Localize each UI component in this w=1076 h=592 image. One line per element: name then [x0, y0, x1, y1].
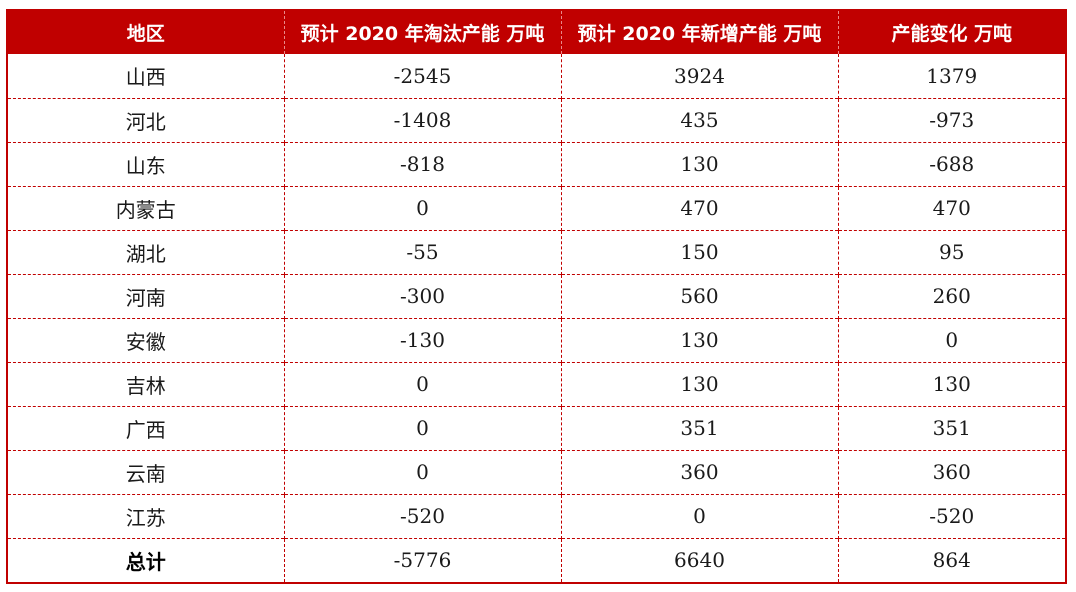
header-new-capacity: 预计 2020 年新增产能 万吨 — [560, 11, 838, 54]
cell-new: 351 — [560, 405, 838, 450]
table-row: 河北 -1408 435 -973 — [8, 97, 1065, 142]
cell-change: -520 — [837, 493, 1065, 538]
cell-eliminated: -2545 — [283, 54, 561, 98]
cell-eliminated: -300 — [283, 273, 561, 318]
table-row: 吉林 0 130 130 — [8, 361, 1065, 406]
cell-change: -688 — [837, 141, 1065, 186]
cell-eliminated: -1408 — [283, 97, 561, 142]
table-row: 安徽 -130 130 0 — [8, 317, 1065, 362]
cell-region: 广西 — [8, 405, 284, 450]
cell-region: 河北 — [8, 97, 284, 142]
table-row: 内蒙古 0 470 470 — [8, 185, 1065, 230]
cell-eliminated: -130 — [283, 317, 561, 362]
total-eliminated: -5776 — [283, 537, 561, 582]
cell-eliminated: 0 — [283, 449, 561, 494]
cell-eliminated: -818 — [283, 141, 561, 186]
total-label: 总计 — [8, 537, 284, 582]
cell-eliminated: -520 — [283, 493, 561, 538]
cell-region: 内蒙古 — [8, 185, 284, 230]
cell-new: 130 — [560, 141, 838, 186]
cell-eliminated: 0 — [283, 405, 561, 450]
total-row: 总计 -5776 6640 864 — [8, 537, 1065, 582]
cell-new: 360 — [560, 449, 838, 494]
cell-change: -973 — [837, 97, 1065, 142]
cell-new: 435 — [560, 97, 838, 142]
cell-eliminated: 0 — [283, 361, 561, 406]
table-row: 湖北 -55 150 95 — [8, 229, 1065, 274]
cell-change: 130 — [837, 361, 1065, 406]
cell-change: 260 — [837, 273, 1065, 318]
table-row: 云南 0 360 360 — [8, 449, 1065, 494]
cell-new: 0 — [560, 493, 838, 538]
table-row: 江苏 -520 0 -520 — [8, 493, 1065, 538]
cell-new: 150 — [560, 229, 838, 274]
cell-new: 3924 — [560, 54, 838, 98]
cell-change: 470 — [837, 185, 1065, 230]
cell-region: 河南 — [8, 273, 284, 318]
cell-change: 351 — [837, 405, 1065, 450]
header-region: 地区 — [126, 23, 165, 45]
cell-region: 湖北 — [8, 229, 284, 274]
table-row: 广西 0 351 351 — [8, 405, 1065, 450]
capacity-table: 地区 预计 2020 年淘汰产能 万吨 预计 2020 年新增产能 万吨 产能变… — [8, 11, 1065, 582]
cell-change: 360 — [837, 449, 1065, 494]
cell-region: 云南 — [8, 449, 284, 494]
table-row: 山西 -2545 3924 1379 — [8, 54, 1065, 98]
table-row: 山东 -818 130 -688 — [8, 141, 1065, 186]
total-change: 864 — [837, 537, 1065, 582]
capacity-table-frame: 地区 预计 2020 年淘汰产能 万吨 预计 2020 年新增产能 万吨 产能变… — [6, 9, 1067, 584]
table-header-row: 地区 预计 2020 年淘汰产能 万吨 预计 2020 年新增产能 万吨 产能变… — [8, 11, 1065, 54]
header-capacity-change: 产能变化 万吨 — [837, 11, 1065, 54]
cell-new: 560 — [560, 273, 838, 318]
cell-change: 0 — [837, 317, 1065, 362]
header-eliminated-capacity: 预计 2020 年淘汰产能 万吨 — [283, 11, 561, 54]
cell-new: 130 — [560, 361, 838, 406]
cell-new: 470 — [560, 185, 838, 230]
cell-region: 山东 — [8, 141, 284, 186]
cell-new: 130 — [560, 317, 838, 362]
cell-region: 安徽 — [8, 317, 284, 362]
cell-region: 江苏 — [8, 493, 284, 538]
cell-eliminated: -55 — [283, 229, 561, 274]
table-row: 河南 -300 560 260 — [8, 273, 1065, 318]
total-new: 6640 — [560, 537, 838, 582]
cell-region: 山西 — [125, 65, 166, 90]
cell-eliminated: 0 — [283, 185, 561, 230]
cell-region: 吉林 — [8, 361, 284, 406]
cell-change: 1379 — [837, 54, 1065, 98]
cell-change: 95 — [837, 229, 1065, 274]
